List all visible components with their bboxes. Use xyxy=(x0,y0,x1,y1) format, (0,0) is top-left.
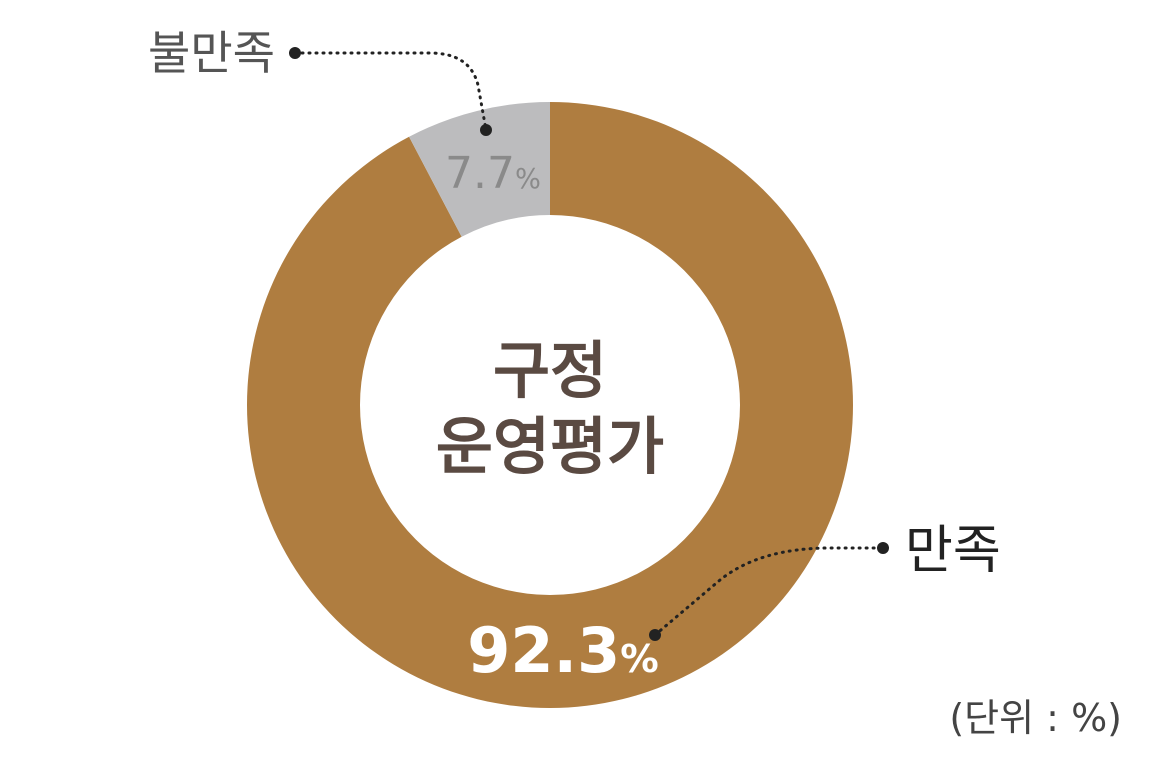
dissatisfied-leader-dot-end xyxy=(480,124,492,136)
value-label-satisfied: 92.3% xyxy=(467,614,658,687)
dissatisfied-leader-line xyxy=(293,51,488,132)
donut-slices xyxy=(246,102,853,708)
donut-slice-dissatisfied xyxy=(409,102,550,237)
value-number-satisfied: 92.3 xyxy=(467,614,620,687)
unit-note: (단위 : %) xyxy=(949,696,1122,740)
center-title-line-2: 운영평가 xyxy=(436,410,664,483)
satisfied-leader-dot-start xyxy=(649,629,661,641)
percent-sign-satisfied: % xyxy=(620,637,659,682)
category-label-dissatisfied: 불만족 xyxy=(148,26,275,80)
center-title-line-1: 구정 xyxy=(493,334,607,407)
satisfied-leader-dot-end xyxy=(877,542,889,554)
value-number-dissatisfied: 7.7 xyxy=(445,148,515,199)
category-label-satisfied: 만족 xyxy=(905,521,1001,581)
percent-sign-dissatisfied: % xyxy=(515,164,541,195)
satisfied-leader-line xyxy=(653,546,885,637)
dissatisfied-leader-dot-start xyxy=(289,47,301,59)
value-label-dissatisfied: 7.7% xyxy=(445,148,541,199)
donut-slice-satisfied xyxy=(246,102,853,708)
